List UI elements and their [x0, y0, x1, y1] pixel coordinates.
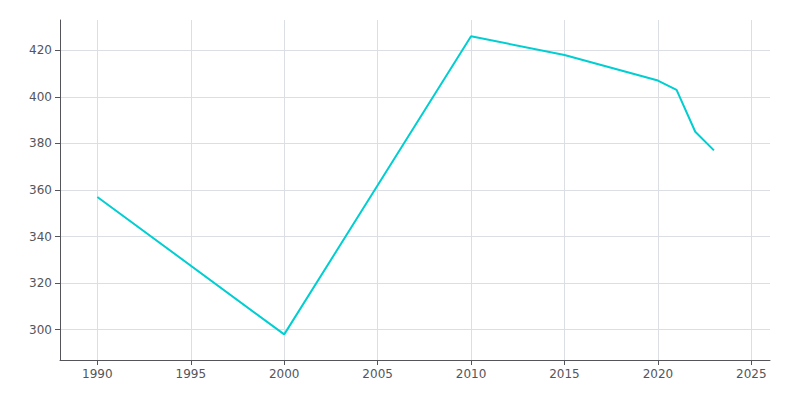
- svg-text:2015: 2015: [549, 367, 580, 381]
- svg-text:400: 400: [29, 90, 52, 104]
- svg-text:360: 360: [29, 183, 52, 197]
- svg-text:2005: 2005: [362, 367, 393, 381]
- svg-text:2025: 2025: [736, 367, 767, 381]
- svg-text:300: 300: [29, 323, 52, 337]
- svg-text:420: 420: [29, 43, 52, 57]
- svg-text:2000: 2000: [269, 367, 300, 381]
- svg-text:2020: 2020: [643, 367, 674, 381]
- svg-text:320: 320: [29, 276, 52, 290]
- svg-text:1995: 1995: [176, 367, 207, 381]
- svg-text:340: 340: [29, 230, 52, 244]
- svg-text:2010: 2010: [456, 367, 487, 381]
- svg-text:1990: 1990: [82, 367, 113, 381]
- svg-text:380: 380: [29, 136, 52, 150]
